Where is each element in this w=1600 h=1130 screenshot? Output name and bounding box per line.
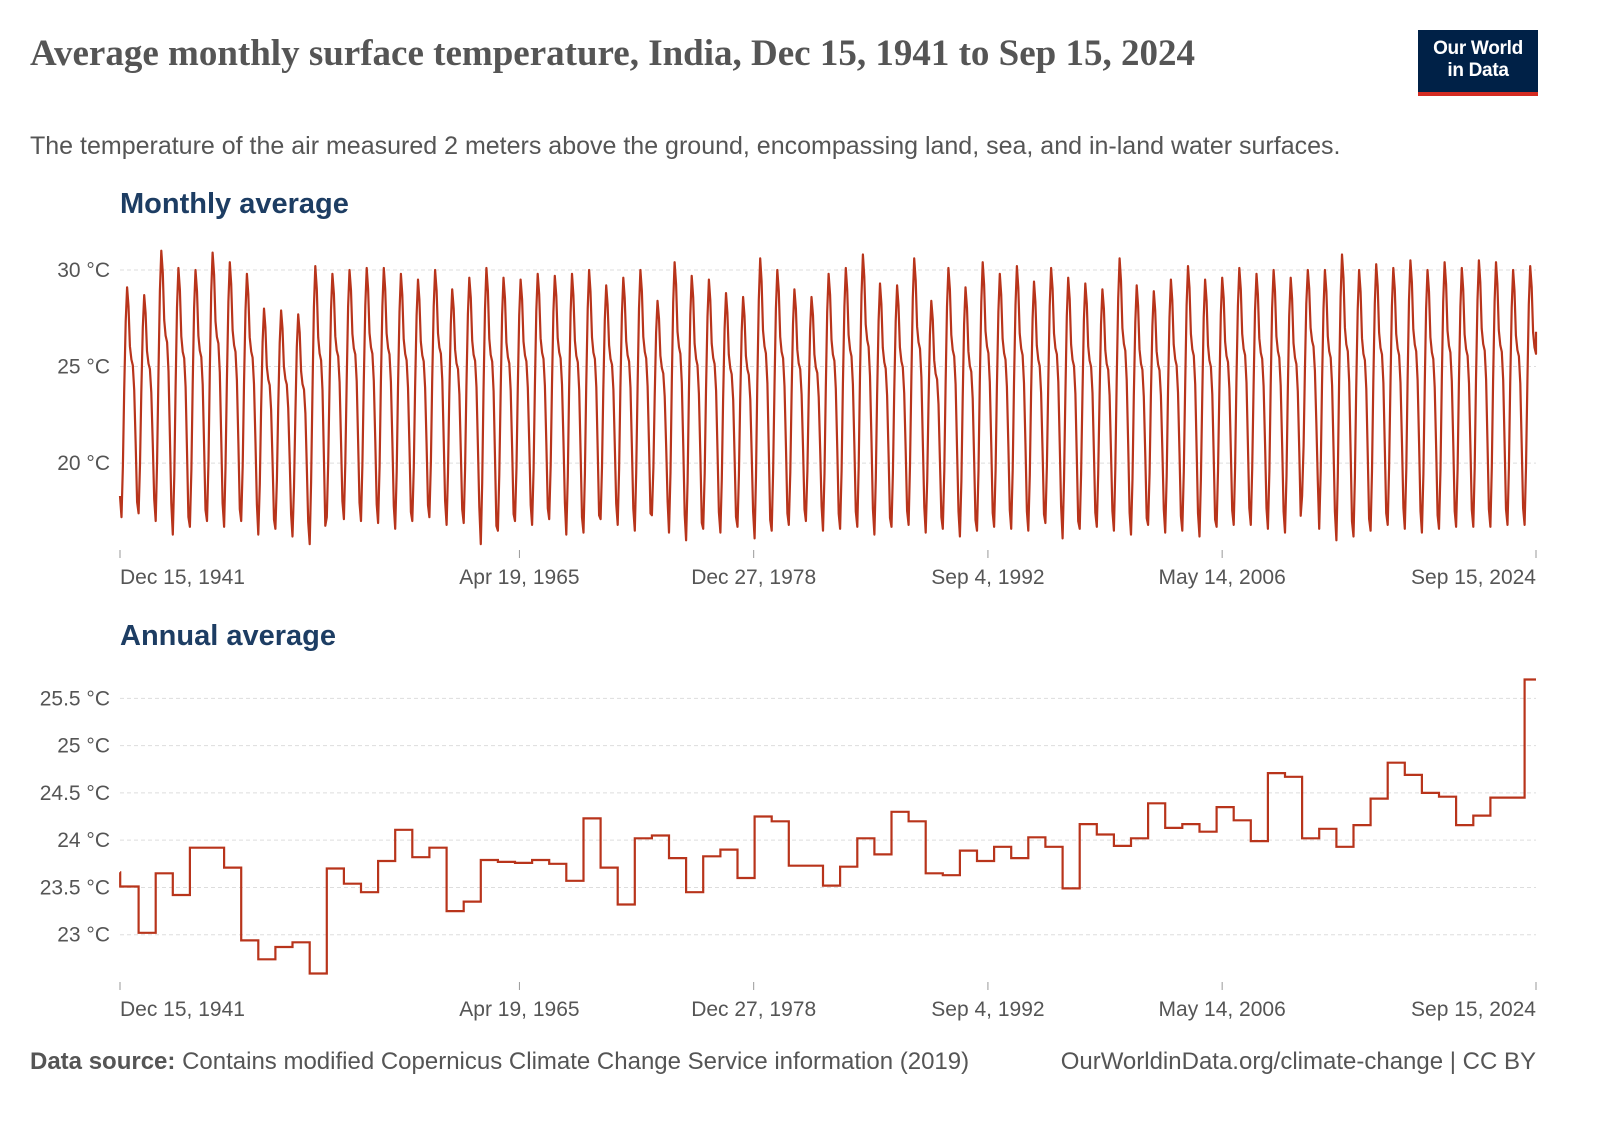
logo-line-1: Our World — [1433, 38, 1523, 59]
monthly-panel-title: Monthly average — [120, 188, 349, 220]
owid-logo[interactable]: Our World in Data — [1418, 30, 1538, 96]
x-tick-label: Sep 4, 1992 — [931, 998, 1044, 1021]
y-tick-label: 20 °C — [57, 452, 110, 475]
x-tick-label: Apr 19, 1965 — [459, 998, 579, 1021]
x-tick-label: Apr 19, 1965 — [459, 566, 579, 589]
y-tick-label: 23.5 °C — [40, 876, 110, 899]
x-tick-label: Dec 15, 1941 — [120, 998, 245, 1021]
y-tick-label: 23 °C — [57, 924, 110, 947]
x-tick-label: Dec 27, 1978 — [691, 566, 816, 589]
footer-link[interactable]: OurWorldinData.org/climate-change | CC B… — [1060, 1048, 1536, 1075]
annual-chart[interactable]: 23 °C 23.5 °C 24 °C 24.5 °C 25 °C 25.5 °C Dec … — [0, 660, 1600, 1025]
y-tick-label: 24.5 °C — [40, 782, 110, 805]
footer: Data source: Contains modified Copernicu… — [30, 1048, 1536, 1076]
x-tick-label: Sep 15, 2024 — [1411, 566, 1536, 589]
x-tick-label: May 14, 2006 — [1159, 566, 1286, 589]
chart-subtitle: The temperature of the air measured 2 me… — [30, 132, 1341, 160]
x-tick-label: Dec 15, 1941 — [120, 566, 245, 589]
y-tick-label: 24 °C — [57, 829, 110, 852]
x-tick-label: Dec 27, 1978 — [691, 998, 816, 1021]
data-source: Data source: Contains modified Copernicu… — [30, 1048, 969, 1076]
annual-series-line — [119, 678, 1536, 975]
y-tick-label: 25 °C — [57, 356, 110, 379]
x-tick-label: Sep 15, 2024 — [1411, 998, 1536, 1021]
y-tick-label: 25.5 °C — [40, 687, 110, 710]
data-source-label: Data source: — [30, 1048, 176, 1075]
data-source-text: Contains modified Copernicus Climate Cha… — [182, 1048, 970, 1075]
monthly-chart[interactable]: 20 °C 25 °C 30 °C Dec 15, 1941 Apr 19, 1965 D… — [0, 225, 1600, 595]
logo-line-2: in Data — [1447, 60, 1509, 81]
x-tick-label: May 14, 2006 — [1159, 998, 1286, 1021]
chart-title: Average monthly surface temperature, Ind… — [30, 33, 1195, 74]
monthly-series-line — [118, 249, 1538, 546]
annual-panel-title: Annual average — [120, 620, 336, 652]
y-tick-label: 30 °C — [57, 259, 110, 282]
y-tick-label: 25 °C — [57, 735, 110, 758]
x-tick-label: Sep 4, 1992 — [931, 566, 1044, 589]
